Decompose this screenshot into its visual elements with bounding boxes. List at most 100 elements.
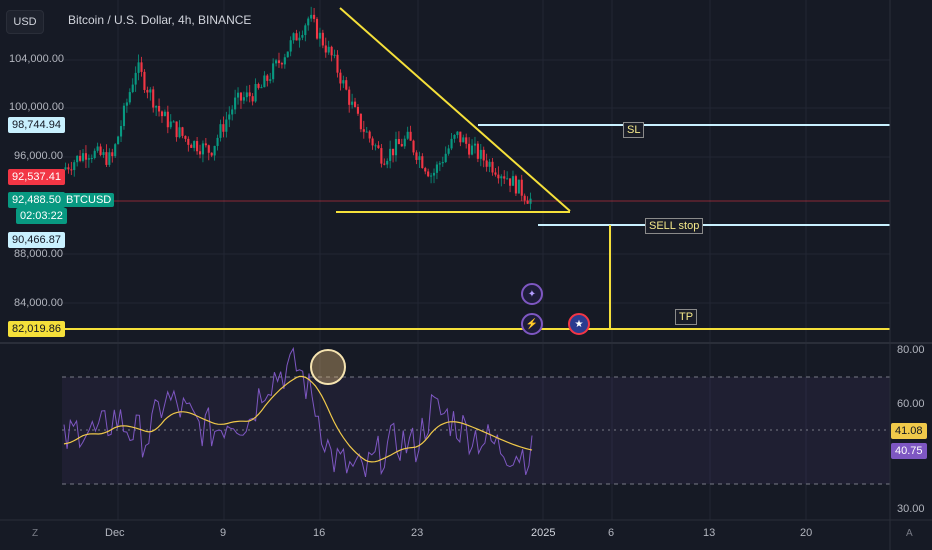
candle-body [295,33,298,41]
candle-body [222,124,225,132]
candle-body [465,137,468,144]
stop-loss-label[interactable]: SL [623,122,645,138]
price-axis-label: 88,000.00 [14,248,63,260]
descending-trendline[interactable] [339,7,571,212]
candle-body [231,109,234,115]
candle-body [239,92,243,101]
candle-body [149,89,152,93]
candle-body [389,148,392,161]
candle-body [438,163,441,165]
candle-body [175,121,178,138]
candle-body [365,131,368,133]
candle-body [432,172,436,176]
candle-body [201,143,204,155]
candle-body [228,114,231,120]
candle-body [307,18,310,26]
take-profit-label[interactable]: TP [675,309,698,325]
candle-body [447,148,450,154]
candle-body [275,60,278,64]
candle-body [102,152,105,155]
rsi-value-tag: 41.08 [891,423,927,439]
candle-body [128,92,131,103]
candle-body [304,25,307,36]
candlestick-series [64,6,532,210]
candle-body [198,151,202,155]
candle-body [371,138,374,146]
candle-body [269,79,272,81]
candle-body [351,101,354,105]
candle-body [392,148,395,156]
candle-body [342,80,345,84]
candle-body [462,137,465,143]
candle-body [79,155,82,161]
candle-body [523,195,526,201]
candle-body [93,150,96,159]
price-axis-label: 84,000.00 [14,297,63,309]
time-axis-label: 23 [411,527,424,539]
candle-body [160,111,164,117]
candle-body [377,145,380,149]
rsi-highlight-circle[interactable] [310,349,346,385]
candle-body [90,158,93,160]
candle-body [456,131,459,135]
candle-body [356,106,360,114]
candle-body [193,141,196,148]
time-axis-label: 13 [703,527,716,539]
candle-body [421,156,424,169]
candle-body [500,176,503,179]
auto-scale-toggle[interactable]: A [906,528,913,539]
candle-body [424,168,427,172]
candle-body [298,37,301,41]
candle-body [242,97,245,101]
time-axis-label: 16 [313,527,326,539]
candle-body [339,72,342,84]
candle-body [348,89,351,105]
candle-body [286,51,289,58]
us-flag-icon[interactable]: ★ [568,313,590,335]
timezone-toggle[interactable]: Z [32,528,39,539]
candle-body [310,14,313,19]
candle-body [418,156,421,160]
candle-body [517,179,520,194]
candle-body [184,135,187,139]
candle-body [105,152,108,165]
candle-body [394,138,398,156]
currency-selector[interactable]: USD [6,10,44,34]
candle-body [140,62,143,72]
take-profit-price-tag: 82,019.86 [8,321,65,337]
candle-body [234,97,237,110]
candle-body [146,89,149,93]
candle-body [345,80,348,90]
candle-body [137,62,140,73]
candle-body [359,113,362,130]
candle-body [494,172,497,175]
candle-body [313,14,316,19]
candle-body [114,144,117,157]
candle-body [503,176,506,179]
candle-body [386,160,389,165]
candle-body [435,164,438,173]
time-axis-label: Dec [105,527,125,539]
lightning-icon[interactable]: ⚡ [521,313,543,335]
candle-body [248,92,251,97]
rsi-line [63,346,533,478]
candle-body [272,63,275,80]
rsi-ma-line [63,375,533,463]
candle-body [169,121,172,128]
candle-body [163,111,166,117]
candle-body [427,171,430,177]
candle-body [283,57,286,65]
sell-stop-label[interactable]: SELL stop [645,218,704,234]
symbol-title[interactable]: Bitcoin / U.S. Dollar, 4h, BINANCE [68,13,252,27]
candle-body [213,145,216,156]
candle-body [187,138,190,145]
ticker-tag: BTCUSD [63,193,115,207]
candle-body [87,158,90,160]
candle-body [473,143,477,146]
candle-body [172,121,175,123]
candle-body [511,176,515,186]
candle-body [260,87,263,89]
sparkle-icon[interactable]: ✦ [521,283,543,305]
candle-body [70,169,73,171]
